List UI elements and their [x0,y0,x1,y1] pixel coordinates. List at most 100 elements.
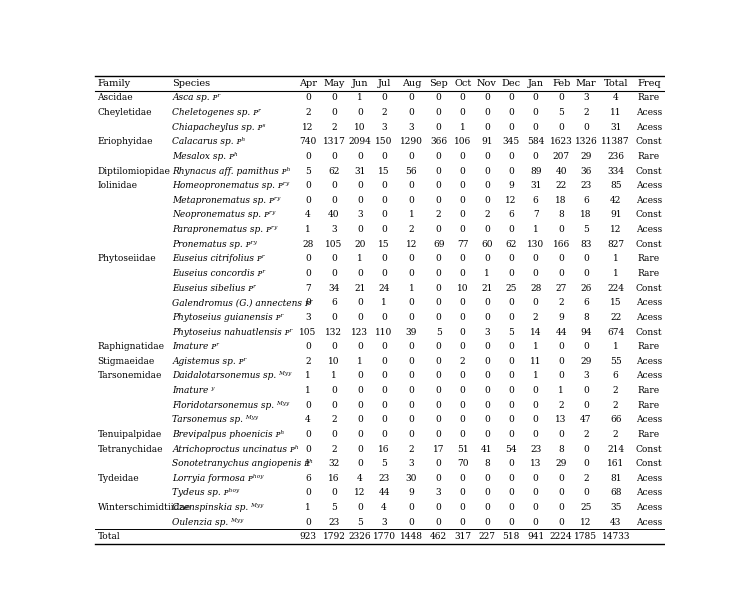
Text: 5: 5 [331,503,337,512]
Text: 0: 0 [533,518,539,527]
Text: Tetranychidae: Tetranychidae [98,445,163,454]
Text: 77: 77 [457,239,469,249]
Text: 0: 0 [305,298,310,307]
Text: 0: 0 [484,254,490,263]
Text: 0: 0 [460,342,466,351]
Text: 23: 23 [378,474,389,483]
Text: 24: 24 [378,284,389,293]
Text: 0: 0 [558,488,564,497]
Text: 15: 15 [378,239,390,249]
Text: 317: 317 [454,532,471,542]
Text: 0: 0 [508,459,514,468]
Text: 0: 0 [484,430,490,439]
Text: 0: 0 [460,152,466,161]
Text: 2: 2 [331,415,337,424]
Text: 0: 0 [436,474,441,483]
Text: Pronematus sp. ᴘʳʸ: Pronematus sp. ᴘʳʸ [172,239,257,249]
Text: 0: 0 [583,269,589,278]
Text: 0: 0 [460,225,466,234]
Text: 0: 0 [381,430,387,439]
Text: 16: 16 [378,445,389,454]
Text: 0: 0 [357,459,363,468]
Text: 44: 44 [378,488,389,497]
Text: 334: 334 [607,166,624,176]
Text: Tydeus sp. ᴘʰᵒʸ: Tydeus sp. ᴘʰᵒʸ [172,488,239,497]
Text: Floridotarsonemus sp. ᴹʸʸ: Floridotarsonemus sp. ᴹʸʸ [172,401,290,410]
Text: 0: 0 [533,488,539,497]
Text: 0: 0 [533,108,539,117]
Text: 0: 0 [409,342,414,351]
Text: Galendromus (G.) annectens ᴘʳ: Galendromus (G.) annectens ᴘʳ [172,298,313,307]
Text: 0: 0 [305,445,310,454]
Text: 9: 9 [409,488,414,497]
Text: Ascidae: Ascidae [98,93,133,103]
Text: 7: 7 [305,284,310,293]
Text: 1: 1 [305,225,310,234]
Text: 91: 91 [481,138,493,146]
Text: Acess: Acess [636,225,662,234]
Text: 0: 0 [305,401,310,410]
Text: 0: 0 [381,342,387,351]
Text: 0: 0 [409,152,414,161]
Text: Euseius sibelius ᴘʳ: Euseius sibelius ᴘʳ [172,284,256,293]
Text: 6: 6 [305,474,310,483]
Text: Acess: Acess [636,313,662,322]
Text: 0: 0 [533,430,539,439]
Text: 3: 3 [381,518,386,527]
Text: 0: 0 [409,254,414,263]
Text: 0: 0 [357,313,363,322]
Text: 2: 2 [436,211,441,219]
Text: 28: 28 [302,239,313,249]
Text: 2: 2 [305,357,310,366]
Text: 207: 207 [553,152,570,161]
Text: 0: 0 [409,93,414,103]
Text: 0: 0 [508,298,514,307]
Text: 0: 0 [508,386,514,395]
Text: 0: 0 [357,298,363,307]
Text: 31: 31 [530,181,542,190]
Text: Phytoseius nahuatlensis ᴘʳ: Phytoseius nahuatlensis ᴘʳ [172,327,293,336]
Text: 0: 0 [558,225,564,234]
Text: 85: 85 [610,181,621,190]
Text: 0: 0 [508,152,514,161]
Text: Const: Const [636,459,662,468]
Text: 0: 0 [409,196,414,205]
Text: 0: 0 [409,503,414,512]
Text: 0: 0 [533,474,539,483]
Text: 0: 0 [436,298,441,307]
Text: 0: 0 [508,401,514,410]
Text: 0: 0 [436,254,441,263]
Text: 66: 66 [610,415,621,424]
Text: 62: 62 [328,166,340,176]
Text: 1448: 1448 [400,532,423,542]
Text: 4: 4 [357,474,363,483]
Text: 227: 227 [478,532,495,542]
Text: 0: 0 [436,93,441,103]
Text: 0: 0 [436,430,441,439]
Text: 462: 462 [430,532,447,542]
Text: Const: Const [636,138,662,146]
Text: Const: Const [636,445,662,454]
Text: Const: Const [636,211,662,219]
Text: 0: 0 [331,254,337,263]
Text: Tarsonemus sp. ᴹʸʸ: Tarsonemus sp. ᴹʸʸ [172,415,259,424]
Text: 10: 10 [328,357,340,366]
Text: 17: 17 [433,445,444,454]
Text: Acess: Acess [636,196,662,205]
Text: 22: 22 [556,181,567,190]
Text: Rare: Rare [638,386,660,395]
Text: 0: 0 [331,313,337,322]
Text: 0: 0 [583,386,589,395]
Text: Feb: Feb [552,79,571,88]
Text: 12: 12 [302,123,313,132]
Text: 2: 2 [583,108,589,117]
Text: 44: 44 [556,327,567,336]
Text: 0: 0 [409,181,414,190]
Text: 0: 0 [460,371,466,381]
Text: 3: 3 [583,93,589,103]
Text: Mar: Mar [576,79,596,88]
Text: Species: Species [172,79,211,88]
Text: Parapronematus sp. ᴘʳʸ: Parapronematus sp. ᴘʳʸ [172,225,278,234]
Text: Eriophyidae: Eriophyidae [98,138,153,146]
Text: 518: 518 [503,532,520,542]
